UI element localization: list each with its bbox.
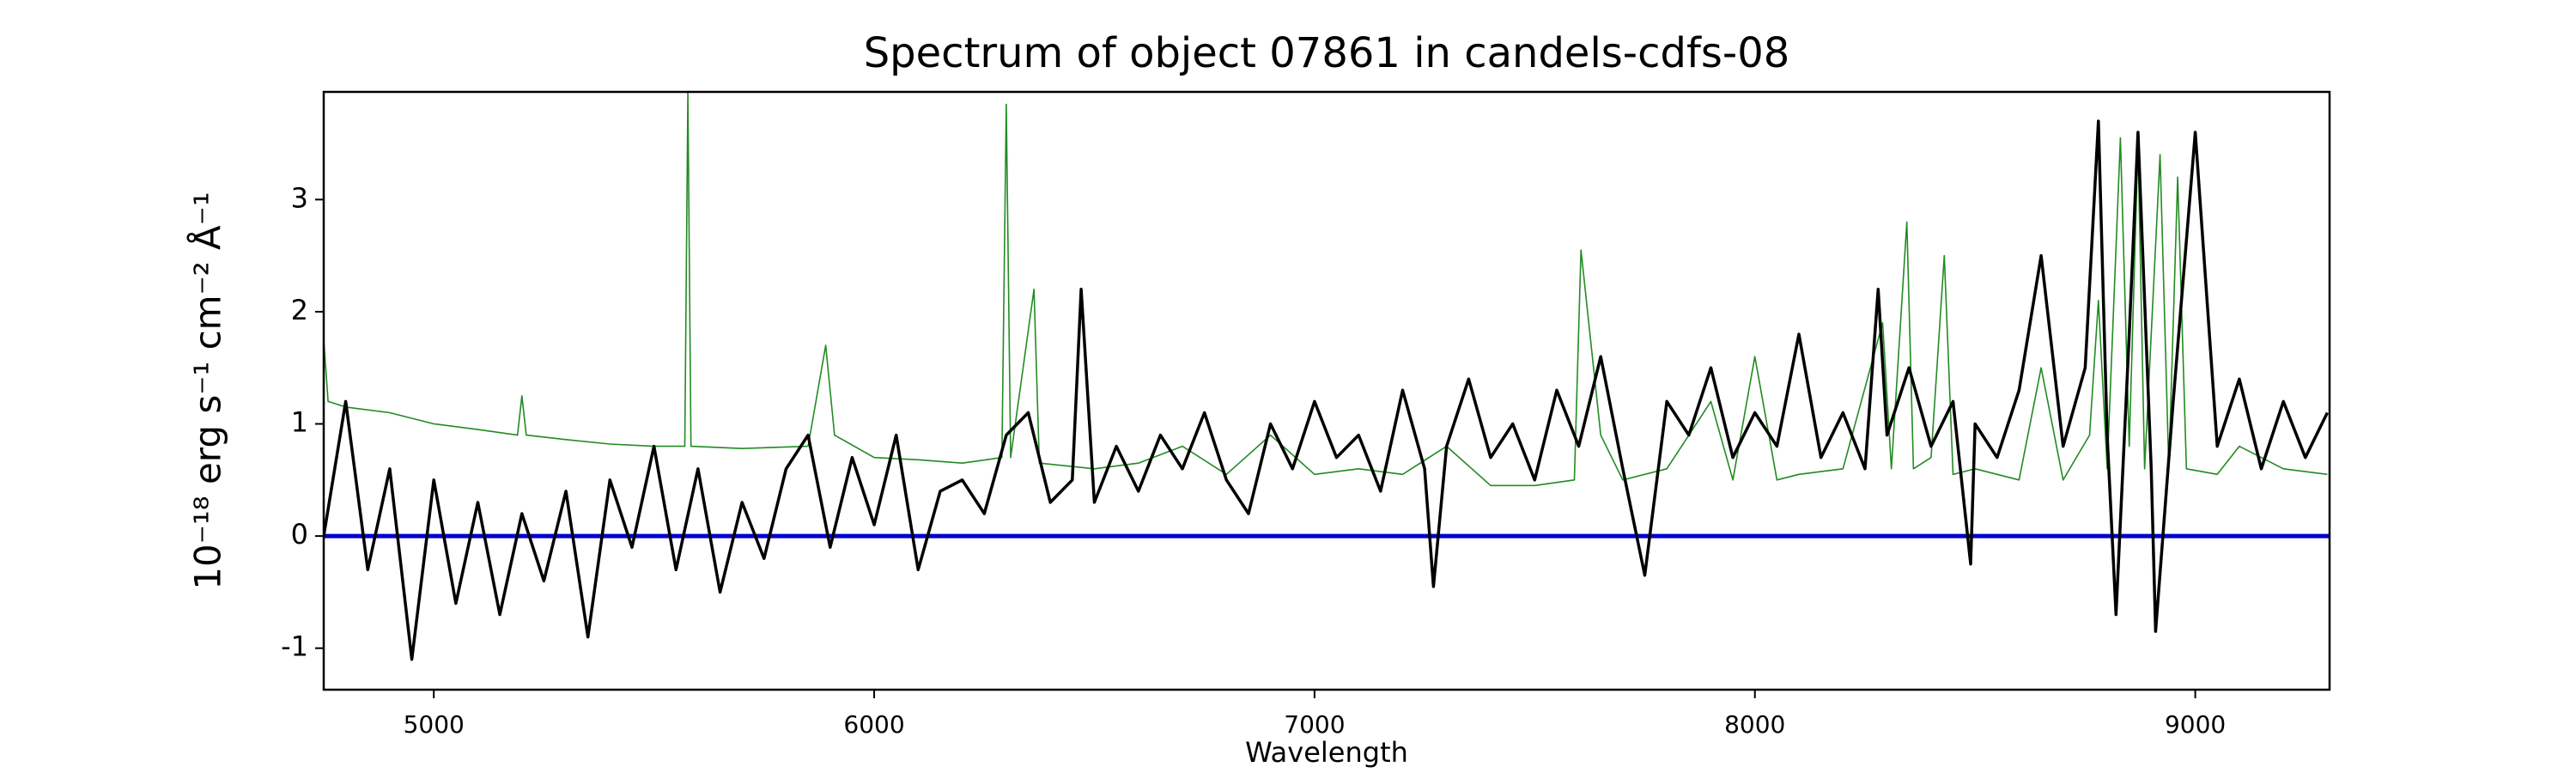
y-axis-label: 10⁻¹⁸ erg s⁻¹ cm⁻² Å⁻¹ xyxy=(186,192,229,589)
x-tick-label: 7000 xyxy=(1284,710,1345,739)
y-tick-label: -1 xyxy=(281,630,308,663)
plot-area xyxy=(324,92,2330,661)
spectrum-line xyxy=(324,92,2328,487)
y-tick-label: 3 xyxy=(291,181,308,214)
y-tick-label: 2 xyxy=(291,294,308,326)
x-tick-label: 6000 xyxy=(843,710,904,739)
spectrum-line xyxy=(324,119,2329,661)
plot-frame xyxy=(322,90,2331,691)
x-tick-label: 8000 xyxy=(1724,710,1785,739)
x-tick-label: 5000 xyxy=(404,710,465,739)
y-tick-label: 0 xyxy=(291,518,308,551)
x-tick-label: 9000 xyxy=(2165,710,2226,739)
y-tick-label: 1 xyxy=(291,406,308,439)
x-axis-label: Wavelength xyxy=(1245,736,1408,769)
chart-title: Spectrum of object 07861 in candels-cdfs… xyxy=(864,29,1790,77)
